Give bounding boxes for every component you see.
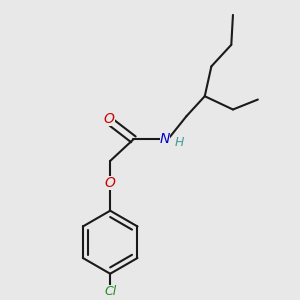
Text: O: O (104, 112, 115, 127)
Text: O: O (105, 176, 116, 190)
Text: H: H (175, 136, 184, 149)
Text: N: N (160, 132, 170, 146)
Text: Cl: Cl (104, 286, 116, 298)
